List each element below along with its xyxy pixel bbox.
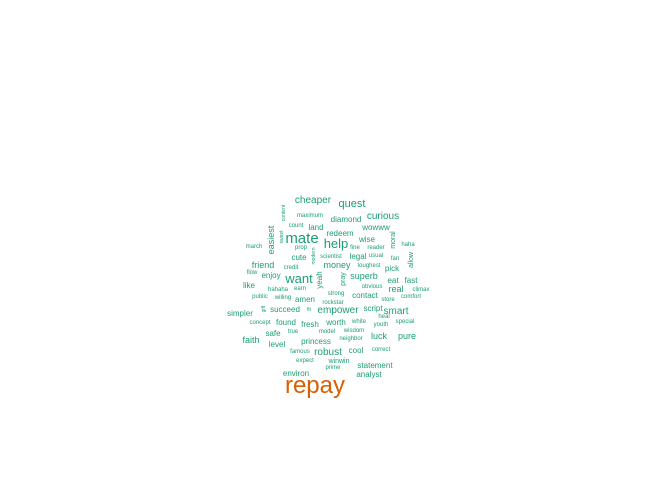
word-fine: fine	[350, 245, 360, 251]
word-wowww: wowww	[361, 223, 390, 232]
word-usual: usual	[369, 253, 383, 259]
word-simpler: simpler	[227, 309, 253, 318]
word-earn: earn	[294, 286, 306, 292]
word-willing: willing	[274, 295, 291, 301]
word-found: found	[276, 318, 296, 327]
word-model: model	[319, 329, 335, 335]
word-white: white	[351, 319, 367, 325]
word-money: money	[323, 260, 351, 270]
word-modern: modern	[311, 247, 317, 264]
word-yeah: yeah	[315, 271, 324, 288]
word-flow: flow	[247, 270, 258, 276]
word-count: count	[289, 223, 304, 229]
word-expect: expect	[296, 358, 314, 364]
word-comfort: comfort	[401, 294, 421, 300]
word-prop: prop	[295, 245, 308, 251]
word-easiest: easiest	[266, 225, 276, 254]
word-wisdom: wisdom	[343, 328, 364, 334]
word-obvious: obvious	[362, 284, 383, 290]
word-like: like	[243, 281, 256, 290]
word-rockstar: rockstar	[322, 300, 343, 306]
word-fan: fan	[391, 256, 399, 262]
word-neighbor: neighbor	[339, 336, 362, 342]
word-statement: statement	[357, 361, 393, 370]
word-legal: legal	[350, 252, 367, 261]
word-cute: cute	[291, 253, 307, 262]
word-cool: cool	[349, 346, 364, 355]
word-haha: haha	[401, 242, 415, 248]
word-scientist: scientist	[320, 254, 342, 260]
word-redeem: redeem	[326, 229, 353, 238]
word-concept: concept	[249, 320, 270, 326]
word-strong: strong	[328, 291, 345, 297]
word-pray: pray	[340, 272, 347, 286]
word-enjoy: enjoy	[261, 271, 280, 280]
word-youth: youth	[374, 322, 389, 328]
word-special: special	[396, 319, 415, 325]
word-luck: luck	[371, 331, 388, 341]
word-fresh: fresh	[301, 320, 319, 329]
word-princess: princess	[301, 337, 331, 346]
word-curious: curious	[367, 211, 399, 222]
word-toughest: toughest	[357, 263, 380, 269]
word-succeed: succeed	[270, 305, 300, 314]
word-sweet: sweet	[279, 230, 285, 244]
word-eat: eat	[387, 276, 399, 285]
word-environ: environ	[283, 369, 309, 378]
word-true: true	[288, 329, 299, 335]
word-reader: reader	[367, 245, 384, 251]
word-march: march	[246, 244, 263, 250]
word-smart: smart	[384, 306, 409, 317]
word-hahaha: hahaha	[268, 287, 289, 293]
word-famous: famous	[290, 349, 310, 355]
word-help: help	[324, 236, 349, 251]
word-repay: repay	[285, 372, 345, 399]
word-mate: mate	[285, 230, 318, 247]
word-prime: prime	[325, 365, 341, 371]
word-friend: friend	[252, 260, 275, 270]
word-fit: fit	[307, 307, 312, 313]
word-public: public	[252, 294, 268, 300]
word-winwin: winwin	[327, 358, 349, 365]
word-store: store	[381, 297, 395, 303]
word-maximum: maximum	[297, 213, 323, 219]
word-contact: contact	[352, 291, 379, 300]
word-robust: robust	[314, 347, 342, 358]
word-empower: empower	[317, 305, 359, 316]
word-want: want	[284, 271, 313, 286]
word-quest: quest	[339, 198, 366, 210]
word-content: content	[281, 204, 287, 221]
word-level: level	[269, 340, 286, 349]
word-fast: fast	[405, 276, 419, 285]
word-land: land	[308, 223, 323, 232]
word-allow: allow	[408, 251, 415, 268]
word-heal: heal	[378, 314, 389, 320]
word-correct: correct	[372, 347, 391, 353]
word-superb: superb	[350, 271, 378, 281]
word-cheaper: cheaper	[295, 195, 332, 206]
word-climax: climax	[412, 287, 429, 293]
word-moral: moral	[390, 231, 397, 249]
word-safe: safe	[265, 329, 281, 338]
word-worth: worth	[325, 318, 346, 327]
word-pick: pick	[385, 264, 400, 273]
word-credit: credit	[284, 265, 299, 271]
word-wise: wise	[358, 235, 376, 244]
word-diamond: diamond	[331, 215, 362, 224]
word-real: real	[388, 284, 403, 294]
word-faith: faith	[242, 335, 259, 345]
word-amen: amen	[295, 295, 315, 304]
word-pure: pure	[398, 331, 416, 341]
word-script: script	[363, 304, 383, 313]
word-analyst: analyst	[356, 370, 382, 379]
word-gift: gift	[261, 305, 267, 312]
